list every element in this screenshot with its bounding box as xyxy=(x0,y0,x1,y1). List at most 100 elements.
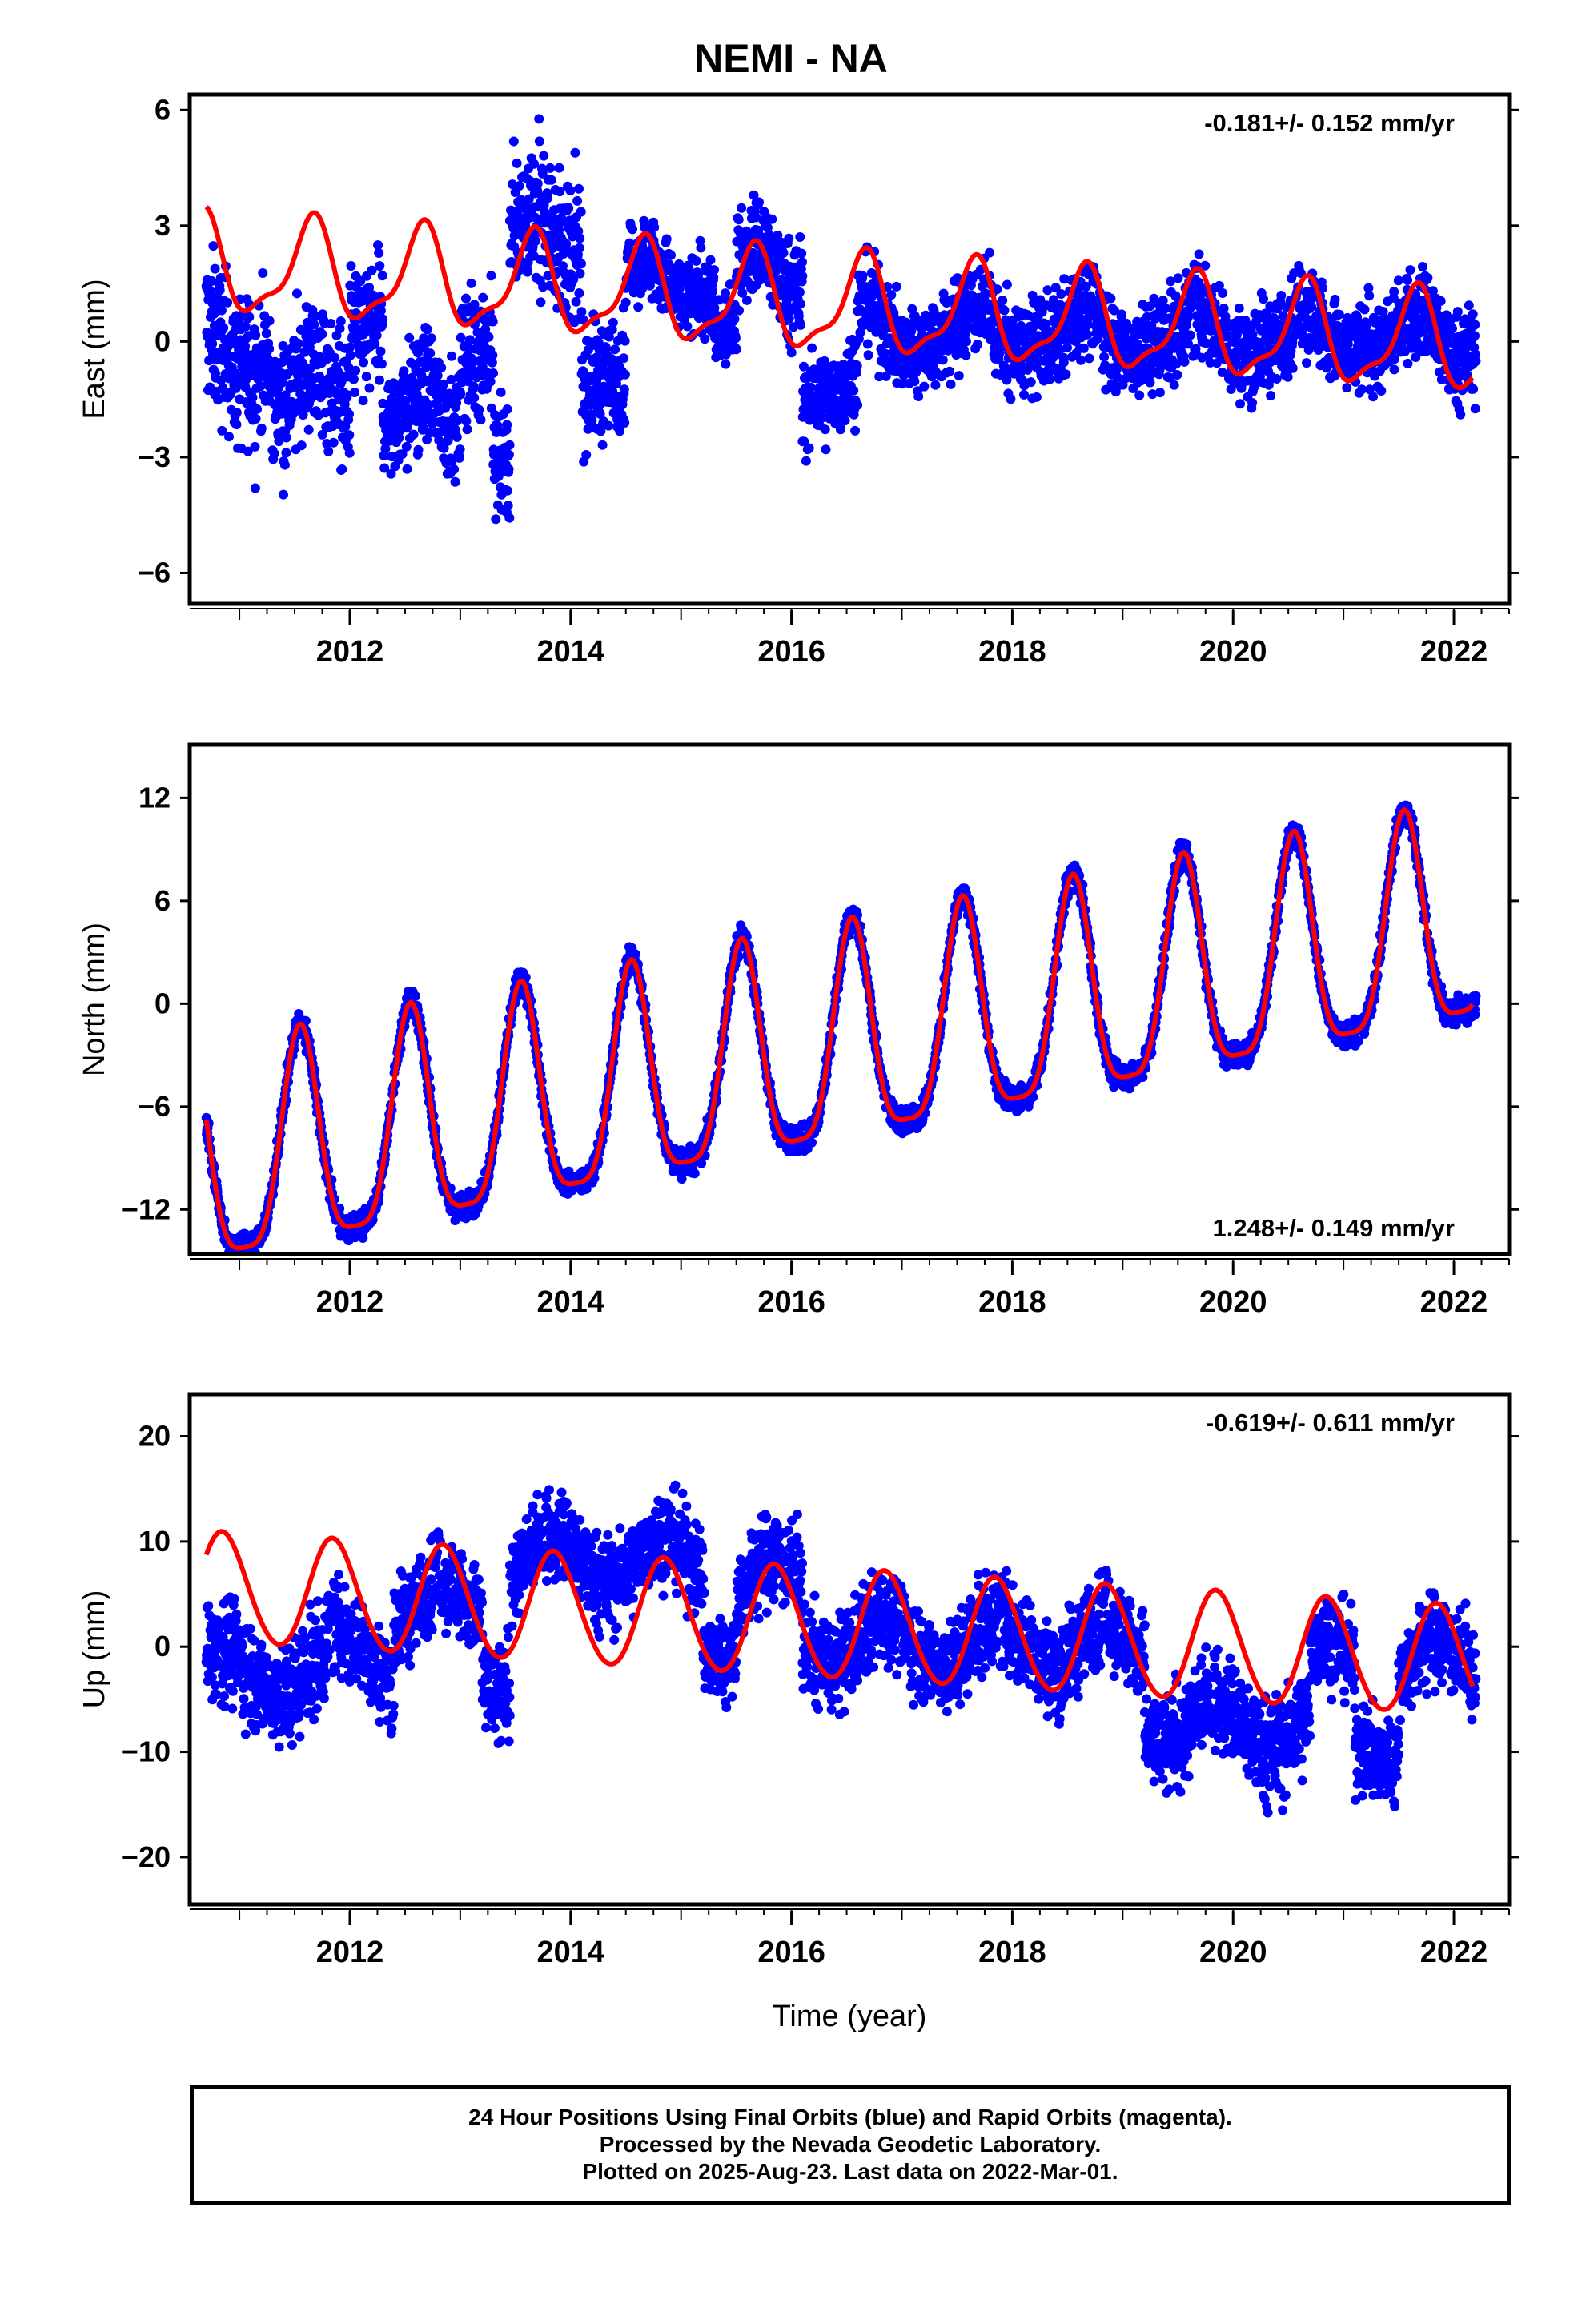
data-point xyxy=(1330,294,1340,304)
data-point xyxy=(633,302,644,312)
data-point xyxy=(850,425,861,436)
data-point xyxy=(1026,377,1036,388)
data-point xyxy=(375,346,386,356)
data-point xyxy=(456,332,466,343)
data-point xyxy=(230,1256,239,1265)
data-point xyxy=(264,344,275,354)
data-point xyxy=(555,187,565,197)
data-point xyxy=(439,443,449,453)
data-point xyxy=(767,214,777,224)
data-point xyxy=(1406,343,1416,353)
data-point xyxy=(1117,309,1126,320)
data-point xyxy=(1389,354,1399,364)
data-point xyxy=(1146,320,1157,331)
x-tick-label: 2020 xyxy=(1199,635,1267,669)
data-point xyxy=(337,464,347,474)
data-point xyxy=(985,247,994,258)
data-point xyxy=(252,404,263,414)
data-point xyxy=(537,168,548,179)
data-point xyxy=(469,392,480,403)
data-point xyxy=(1468,309,1478,320)
data-point xyxy=(778,247,789,258)
data-point xyxy=(576,307,587,317)
data-point xyxy=(749,190,759,200)
data-point xyxy=(574,288,584,298)
data-point xyxy=(1468,384,1479,394)
data-point xyxy=(853,400,863,410)
data-point xyxy=(709,265,719,275)
data-point xyxy=(608,317,618,328)
data-point xyxy=(1142,312,1152,322)
data-point xyxy=(1456,409,1466,420)
data-point xyxy=(399,366,409,376)
data-point xyxy=(1076,355,1086,365)
data-point xyxy=(492,420,503,431)
data-point xyxy=(708,286,718,296)
data-point xyxy=(1389,287,1399,297)
data-point xyxy=(1403,358,1413,368)
data-point xyxy=(335,324,345,333)
data-point xyxy=(1312,337,1323,348)
data-point xyxy=(251,413,261,424)
data-point xyxy=(422,324,432,335)
data-point xyxy=(243,331,254,341)
data-point xyxy=(485,376,496,387)
x-tick-label: 2012 xyxy=(316,635,384,669)
data-point xyxy=(1307,301,1317,312)
data-point xyxy=(1062,343,1072,353)
data-point xyxy=(992,284,1002,295)
data-point xyxy=(1464,300,1474,311)
data-point xyxy=(798,361,809,372)
data-point xyxy=(468,381,479,392)
data-point xyxy=(1343,333,1354,344)
data-point xyxy=(620,336,630,346)
data-point xyxy=(438,379,448,389)
data-point xyxy=(794,287,805,297)
data-point xyxy=(1471,349,1481,360)
data-point xyxy=(536,297,546,308)
data-point xyxy=(804,443,814,453)
data-point xyxy=(691,255,701,266)
data-point xyxy=(784,233,794,243)
data-point xyxy=(1201,338,1211,348)
data-point xyxy=(465,335,475,345)
data-point xyxy=(1259,294,1268,304)
data-point xyxy=(1194,249,1204,259)
data-point xyxy=(797,271,808,281)
x-tick-label: 2016 xyxy=(757,635,825,669)
data-point xyxy=(411,991,420,1001)
data-point xyxy=(215,285,225,296)
y-tick-label: 0 xyxy=(155,324,171,357)
data-point xyxy=(1334,309,1344,320)
data-point xyxy=(345,342,355,352)
data-point xyxy=(504,449,514,460)
data-point xyxy=(209,308,219,319)
data-point xyxy=(503,501,513,511)
data-point xyxy=(961,350,971,360)
data-point xyxy=(364,383,375,393)
data-point xyxy=(488,316,498,327)
data-point xyxy=(331,330,342,340)
data-point xyxy=(461,416,472,426)
data-point xyxy=(913,392,924,401)
data-point xyxy=(1364,384,1375,395)
data-point xyxy=(219,323,229,333)
data-point xyxy=(649,222,660,232)
data-point xyxy=(571,296,581,307)
data-point xyxy=(375,305,386,316)
data-point xyxy=(1423,273,1433,283)
data-points-east xyxy=(201,114,1481,525)
data-point xyxy=(432,370,443,380)
data-point xyxy=(628,224,637,235)
data-point xyxy=(1171,359,1182,369)
data-point xyxy=(820,424,830,435)
data-point xyxy=(581,450,592,460)
data-point xyxy=(575,233,585,243)
data-point xyxy=(597,440,608,450)
data-point xyxy=(404,332,415,343)
data-point xyxy=(731,344,741,355)
data-point xyxy=(504,513,515,523)
data-point xyxy=(821,444,831,455)
data-point xyxy=(644,280,655,291)
